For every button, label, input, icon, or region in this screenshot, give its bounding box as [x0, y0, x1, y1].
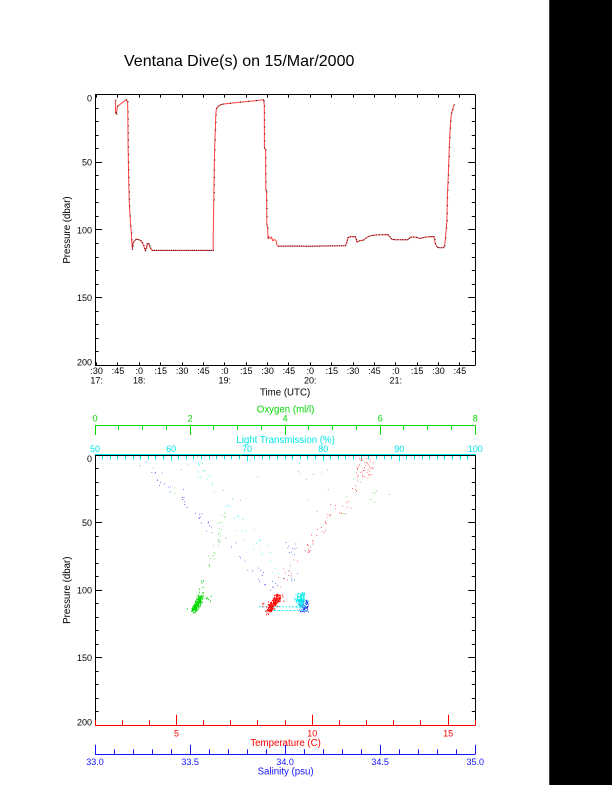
- svg-text:21:: 21:: [390, 375, 403, 385]
- svg-text::45: :45: [368, 366, 381, 376]
- svg-text:80: 80: [318, 444, 328, 454]
- svg-text:Oxygen (ml/l): Oxygen (ml/l): [257, 404, 315, 415]
- svg-text:15: 15: [443, 729, 453, 739]
- svg-text:100: 100: [77, 225, 92, 235]
- svg-text:Salinity (psu): Salinity (psu): [258, 767, 314, 778]
- svg-text:100: 100: [468, 444, 483, 454]
- svg-text:Time (UTC): Time (UTC): [260, 387, 310, 398]
- svg-text::45: :45: [454, 366, 467, 376]
- svg-text:18:: 18:: [133, 375, 146, 385]
- svg-text::30: :30: [90, 366, 103, 376]
- svg-text:200: 200: [77, 358, 92, 368]
- svg-text:Pressure (dbar): Pressure (dbar): [62, 196, 73, 263]
- svg-text:150: 150: [77, 293, 92, 303]
- svg-text:100: 100: [77, 586, 92, 596]
- svg-text::30: :30: [432, 366, 445, 376]
- svg-text:34.5: 34.5: [371, 757, 389, 767]
- svg-text:33.5: 33.5: [181, 757, 199, 767]
- svg-text::30: :30: [176, 366, 189, 376]
- svg-text:90: 90: [394, 444, 404, 454]
- svg-text::45: :45: [112, 366, 125, 376]
- svg-text:17:: 17:: [90, 375, 103, 385]
- svg-text:20:: 20:: [304, 375, 317, 385]
- svg-text::15: :15: [411, 366, 424, 376]
- svg-text:Temperature (C): Temperature (C): [250, 738, 321, 749]
- svg-text:8: 8: [473, 413, 478, 423]
- svg-text::45: :45: [283, 366, 296, 376]
- svg-text::15: :15: [240, 366, 253, 376]
- svg-text:50: 50: [82, 158, 92, 168]
- svg-text:35.0: 35.0: [467, 757, 485, 767]
- svg-text:Light Transmission (%): Light Transmission (%): [236, 435, 335, 446]
- svg-text:10: 10: [307, 729, 317, 739]
- svg-text:50: 50: [82, 518, 92, 528]
- svg-text:60: 60: [166, 444, 176, 454]
- svg-text:6: 6: [378, 413, 383, 423]
- svg-text::0: :0: [307, 366, 315, 376]
- svg-text:Pressure (dbar): Pressure (dbar): [62, 557, 73, 624]
- svg-text::0: :0: [392, 366, 400, 376]
- svg-text::45: :45: [197, 366, 210, 376]
- svg-text::0: :0: [136, 366, 144, 376]
- svg-text:Ventana Dive(s) on 15/Mar/2000: Ventana Dive(s) on 15/Mar/2000: [124, 53, 354, 70]
- svg-text:150: 150: [77, 653, 92, 663]
- svg-text:4: 4: [283, 413, 288, 423]
- svg-text::15: :15: [325, 366, 338, 376]
- svg-text:34.0: 34.0: [276, 757, 294, 767]
- svg-text:0: 0: [87, 93, 92, 103]
- svg-text::30: :30: [261, 366, 274, 376]
- svg-text:5: 5: [174, 729, 179, 739]
- svg-text:70: 70: [242, 444, 252, 454]
- svg-text:0: 0: [92, 413, 97, 423]
- svg-text:50: 50: [90, 444, 100, 454]
- svg-text::15: :15: [154, 366, 167, 376]
- svg-text:2: 2: [188, 413, 193, 423]
- svg-text:200: 200: [77, 717, 92, 727]
- svg-text::0: :0: [221, 366, 229, 376]
- svg-text:33.0: 33.0: [86, 757, 104, 767]
- svg-text:19:: 19:: [219, 375, 232, 385]
- svg-text::30: :30: [347, 366, 360, 376]
- svg-text:0: 0: [87, 454, 92, 464]
